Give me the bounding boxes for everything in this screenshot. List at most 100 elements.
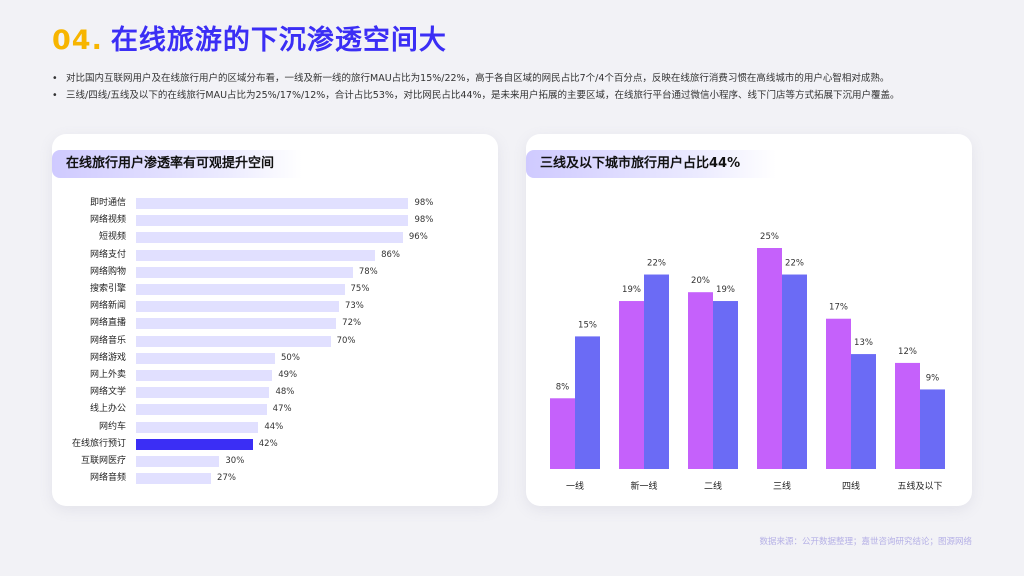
bar-category-label: 即时通信 [89, 198, 126, 208]
bar [136, 301, 339, 313]
bar-row: 网络直播 72% [52, 315, 498, 332]
bar [136, 335, 331, 347]
bar [136, 370, 273, 381]
bar-row: 网络视频 98% [52, 212, 498, 229]
city-tier-bar-chart: 8% 15% 一线 19% 22% 新一线 20% 19% 二线 25% 22% 三线 17% 13% 四线… [550, 232, 945, 492]
bar [782, 274, 807, 469]
bar [136, 232, 403, 244]
bar-value-label: 8% [556, 382, 570, 392]
bar-category-label: 搜索引擎 [89, 284, 126, 294]
bar-value-label: 72% [342, 318, 362, 329]
bar-row: 搜索引擎 75% [52, 281, 498, 298]
bar-value-label: 9% [926, 373, 940, 383]
bar-row: 短视频 96% [52, 229, 498, 246]
bar-value-label: 48% [275, 387, 295, 398]
bar-category-label: 网络文学 [89, 387, 126, 398]
bar [136, 438, 253, 450]
bar-row: 线上办公 47% [52, 401, 498, 418]
bar-category-label: 网络音乐 [89, 335, 126, 346]
bar-category-label: 网约车 [98, 421, 126, 432]
bar-value-label: 96% [408, 232, 428, 243]
city-tier-card: 三线及以下城市旅行用户占比44% 8% 15% 一线 19% 22% 新一线 20% 19% 二… [526, 134, 972, 506]
bar-value-label: 42% [258, 438, 278, 449]
bar-row: 网约车 44% [52, 419, 498, 436]
bar-row: 网络文学 48% [52, 384, 498, 401]
bar [136, 284, 345, 295]
bar [136, 473, 212, 485]
bar-value-label: 15% [578, 320, 597, 330]
bar-value-label: 98% [414, 198, 434, 208]
bar-value-label: 75% [350, 284, 370, 294]
bar-category-label: 网络支付 [89, 249, 126, 260]
section-title: 在线旅游的下沉渗透空间大 [110, 25, 447, 56]
x-tick-label: 一线 [566, 480, 584, 492]
bar-value-label: 22% [647, 259, 666, 269]
bar [136, 266, 353, 278]
bar-value-label: 13% [854, 338, 873, 348]
bar-row: 网络支付 86% [52, 247, 498, 264]
bar-row: 在线旅行预订 42% [52, 436, 498, 453]
bar-row: 网络游戏 50% [52, 350, 498, 367]
penetration-card-title: 在线旅行用户渗透率有可观提升空间 [52, 150, 302, 178]
bar-value-label: 78% [358, 266, 378, 277]
bar-value-label: 20% [691, 276, 710, 286]
bar-category-label: 互联网医疗 [80, 456, 126, 466]
bar [895, 362, 920, 469]
x-tick-label: 新一线 [630, 480, 657, 492]
bar-value-label: 50% [281, 352, 300, 363]
page-title: 04. 在线旅游的下沉渗透空间大 [52, 18, 447, 57]
bar-value-label: 27% [217, 473, 236, 484]
bar [136, 352, 275, 364]
x-tick-label: 三线 [773, 480, 791, 492]
bar [575, 336, 600, 469]
bar [136, 421, 259, 433]
bar-value-label: 44% [264, 421, 284, 432]
bar-row: 网络新闻 73% [52, 298, 498, 315]
bar [688, 292, 713, 469]
bar [136, 404, 267, 416]
bar-category-label: 网络视频 [89, 215, 126, 226]
bar [826, 318, 851, 469]
bar-row: 网络音频 27% [52, 470, 498, 487]
bar-row: 网上外卖 49% [52, 367, 498, 384]
bar-row: 即时通信 98% [52, 195, 498, 212]
bar [136, 387, 270, 399]
bar [851, 354, 876, 469]
bar-value-label: 98% [414, 215, 434, 226]
bar-row: 网络购物 78% [52, 264, 498, 281]
bar-value-label: 19% [622, 285, 641, 295]
bar-category-label: 短视频 [98, 232, 126, 243]
x-tick-label: 四线 [842, 480, 860, 492]
penetration-card: 在线旅行用户渗透率有可观提升空间 即时通信 98% 网络视频 98% 短视频 96% 网络支… [52, 134, 498, 506]
bar-value-label: 49% [278, 370, 298, 380]
bar [550, 398, 575, 469]
bar-value-label: 12% [898, 347, 917, 357]
bullet-item: 三线/四线/五线及以下的在线旅行MAU占比为25%/17%/12%，合计占比53… [52, 87, 982, 104]
bar-category-label: 网上外卖 [89, 370, 126, 380]
x-tick-label: 五线及以下 [897, 480, 942, 492]
bar [757, 248, 782, 469]
bar [713, 301, 738, 469]
bullet-item: 对比国内互联网用户及在线旅行用户的区域分布看，一线及新一线的旅行MAU占比为15… [52, 70, 982, 87]
bar [136, 318, 337, 330]
data-source-note: 数据来源：公开数据整理；嘉世咨询研究结论；图源网络 [759, 537, 972, 547]
bar [136, 456, 220, 467]
bar [920, 389, 945, 469]
summary-bullets: 对比国内互联网用户及在线旅行用户的区域分布看，一线及新一线的旅行MAU占比为15… [52, 70, 982, 104]
bar [619, 301, 644, 469]
bar-row: 互联网医疗 30% [52, 453, 498, 470]
bar-value-label: 22% [785, 259, 804, 269]
bar [136, 249, 376, 261]
section-number: 04. [52, 25, 103, 56]
bar-category-label: 网络新闻 [89, 301, 126, 312]
bar-value-label: 17% [829, 303, 848, 313]
bar-value-label: 70% [336, 335, 356, 346]
bar-category-label: 网络直播 [89, 318, 126, 329]
city-tier-card-title: 三线及以下城市旅行用户占比44% [526, 150, 776, 178]
bar-value-label: 86% [381, 249, 400, 260]
bar [136, 215, 409, 227]
bar-category-label: 网络游戏 [89, 352, 126, 363]
bar-category-label: 线上办公 [89, 404, 126, 415]
bar-category-label: 网络音频 [89, 473, 126, 484]
bar-value-label: 47% [272, 404, 292, 415]
